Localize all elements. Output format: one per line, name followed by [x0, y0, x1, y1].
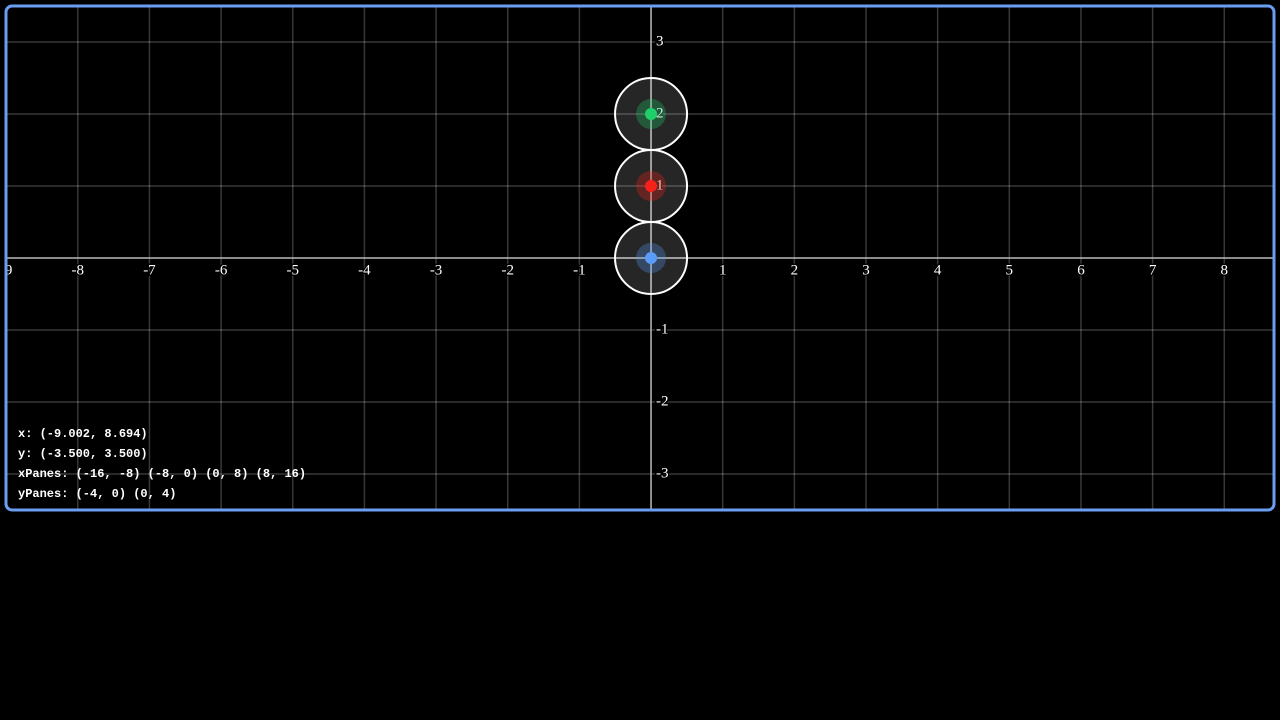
x-tick-label: -8 — [72, 262, 85, 278]
debug-line: xPanes: (-16, -8) (-8, 0) (0, 8) (8, 16) — [18, 467, 307, 481]
y-tick-label: -3 — [656, 465, 669, 481]
y-tick-label: -1 — [656, 321, 669, 337]
x-tick-label: -2 — [501, 262, 514, 278]
y-tick-label: -2 — [656, 393, 669, 409]
x-tick-label: -1 — [573, 262, 586, 278]
point[interactable] — [645, 180, 658, 192]
x-tick-label: -9 — [0, 262, 12, 278]
debug-line: x: (-9.002, 8.694) — [18, 427, 148, 441]
x-tick-label: 5 — [1006, 262, 1014, 278]
x-tick-label: -3 — [430, 262, 443, 278]
debug-line: y: (-3.500, 3.500) — [18, 447, 148, 461]
x-tick-label: 8 — [1221, 262, 1229, 278]
frame — [4, 4, 1276, 512]
debug-line: yPanes: (-4, 0) (0, 4) — [18, 487, 177, 501]
x-tick-label: 3 — [862, 262, 870, 278]
x-tick-label: 6 — [1077, 262, 1085, 278]
point[interactable] — [645, 108, 658, 120]
x-tick-label: 7 — [1149, 262, 1157, 278]
y-tick-label: 2 — [656, 105, 664, 121]
x-tick-label: -7 — [143, 262, 156, 278]
x-tick-label: 2 — [791, 262, 799, 278]
y-tick-label: 1 — [656, 177, 664, 193]
point[interactable] — [645, 252, 658, 264]
x-tick-label: 4 — [934, 262, 942, 278]
x-tick-label: 1 — [719, 262, 727, 278]
x-tick-label: -5 — [287, 262, 300, 278]
x-tick-label: -4 — [358, 262, 371, 278]
y-tick-label: 3 — [656, 33, 664, 49]
x-tick-label: -6 — [215, 262, 228, 278]
